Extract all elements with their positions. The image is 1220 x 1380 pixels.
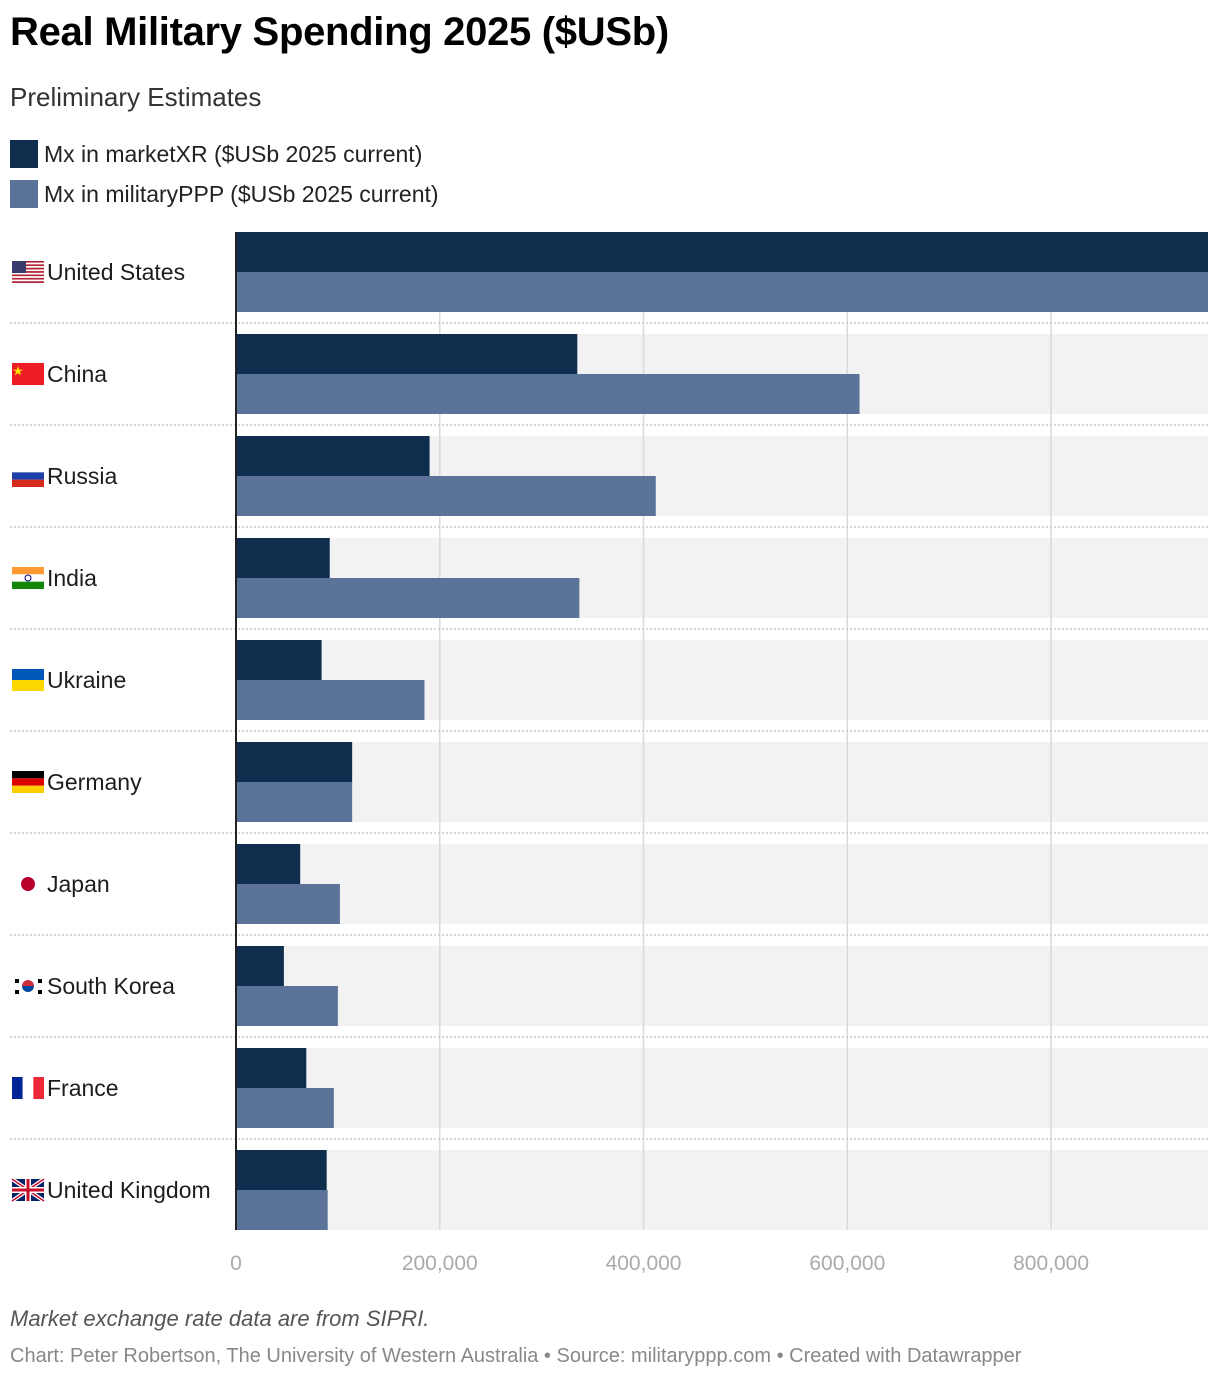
legend-label-militaryppp: Mx in militaryPPP ($USb 2025 current) (44, 180, 439, 207)
legend-item-militaryppp: Mx in militaryPPP ($USb 2025 current) (10, 174, 439, 214)
bar-militaryppp (236, 476, 656, 516)
bar-marketxr (236, 1048, 307, 1088)
bar-militaryppp (236, 272, 1208, 312)
bar-militaryppp (236, 1088, 334, 1128)
category-label: United States (47, 259, 185, 285)
china-flag-icon (12, 363, 44, 385)
russia-flag-icon (12, 465, 44, 487)
bar-militaryppp (236, 986, 338, 1026)
x-tick-label: 200,000 (402, 1252, 478, 1275)
legend-label-marketxr: Mx in marketXR ($USb 2025 current) (44, 140, 423, 167)
x-tick-label: 0 (230, 1252, 242, 1275)
category-label: Germany (47, 769, 142, 795)
category-label: France (47, 1075, 119, 1101)
category-label: China (47, 361, 107, 387)
credit-line: Chart: Peter Robertson, The University o… (10, 1345, 1022, 1367)
row-background (236, 1150, 1208, 1230)
bar-marketxr (236, 1150, 327, 1190)
japan-flag-icon (12, 873, 44, 895)
bar-militaryppp (236, 782, 353, 822)
footnote: Market exchange rate data are from SIPRI… (10, 1306, 430, 1331)
category-label: Ukraine (47, 667, 126, 693)
bar-marketxr (236, 844, 301, 884)
bar-militaryppp (236, 884, 340, 924)
category-label: India (47, 565, 97, 591)
bar-militaryppp (236, 1190, 328, 1230)
bar-militaryppp (236, 374, 860, 414)
bar-marketxr (236, 946, 284, 986)
bar-marketxr (236, 232, 1208, 272)
legend-swatch-marketxr (10, 140, 38, 168)
germany-flag-icon (12, 771, 44, 793)
bar-marketxr (236, 334, 578, 374)
row-background (236, 946, 1208, 1026)
bar-marketxr (236, 640, 322, 680)
legend: Mx in marketXR ($USb 2025 current) Mx in… (10, 134, 439, 214)
france-flag-icon (12, 1077, 44, 1099)
bar-marketxr (236, 436, 430, 476)
category-label: South Korea (47, 973, 175, 999)
category-label: Russia (47, 463, 118, 489)
x-tick-label: 800,000 (1013, 1252, 1089, 1275)
bar-militaryppp (236, 680, 425, 720)
bar-marketxr (236, 538, 330, 578)
legend-swatch-militaryppp (10, 180, 38, 208)
uk-flag-icon (10, 1177, 46, 1203)
chart-title: Real Military Spending 2025 ($USb) (10, 10, 669, 54)
x-tick-label: 400,000 (606, 1252, 682, 1275)
us-flag-icon (12, 261, 44, 283)
bar-militaryppp (236, 578, 580, 618)
legend-item-marketxr: Mx in marketXR ($USb 2025 current) (10, 134, 439, 174)
bar-marketxr (236, 742, 353, 782)
row-background (236, 742, 1208, 822)
chart-subtitle: Preliminary Estimates (10, 82, 262, 112)
category-label: Japan (47, 871, 110, 897)
south-korea-flag-icon (12, 975, 44, 997)
row-background (236, 844, 1208, 924)
row-background (236, 1048, 1208, 1128)
category-label: United Kingdom (47, 1177, 211, 1203)
ukraine-flag-icon (12, 669, 44, 691)
india-flag-icon (12, 567, 44, 589)
bar-chart: United States China Russia India Ukraine Germ… (10, 232, 1208, 1275)
x-tick-label: 600,000 (809, 1252, 885, 1275)
